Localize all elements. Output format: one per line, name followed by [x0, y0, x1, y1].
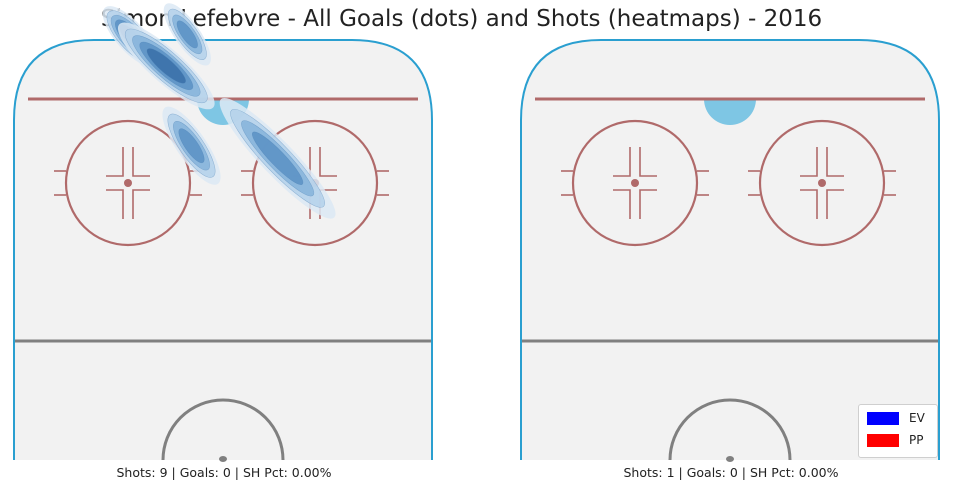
rink-surface: [521, 40, 939, 460]
faceoff-circle-left: [64, 119, 192, 247]
legend-swatch-pp: [867, 433, 899, 447]
faceoff-l-mark: [639, 189, 657, 219]
center-circle: [668, 398, 792, 461]
panel-caption-power-play: Shots: 1 | Goals: 0 | SH Pct: 0.00%: [623, 465, 839, 480]
faceoff-circle-right: [758, 119, 886, 247]
rink-markings: [520, 39, 940, 462]
faceoff-l-mark: [613, 147, 631, 177]
legend-label-pp: PP: [909, 433, 924, 447]
faceoff-l-mark: [826, 147, 844, 177]
center-circle: [161, 398, 285, 461]
faceoff-l-mark: [132, 189, 150, 219]
rink-boards: [520, 39, 940, 460]
legend-item-pp: PP: [867, 433, 923, 447]
shot-density-contour: [178, 128, 205, 164]
faceoff-l-mark: [826, 189, 844, 219]
shot-density-contour: [146, 48, 186, 84]
center-dot: [726, 456, 734, 462]
rink-surface: [14, 40, 432, 460]
faceoff-l-mark: [800, 147, 818, 177]
panel-caption-even-strength: Shots: 9 | Goals: 0 | SH Pct: 0.00%: [116, 465, 332, 480]
legend-label-ev: EV: [909, 411, 925, 425]
center-dot: [219, 456, 227, 462]
rink-boards: [13, 39, 433, 460]
faceoff-l-mark: [639, 147, 657, 177]
faceoff-circle-left: [571, 119, 699, 247]
faceoff-l-mark: [132, 147, 150, 177]
shot-heatmap: [102, 3, 336, 219]
legend: EV PP: [858, 404, 938, 458]
faceoff-l-mark: [800, 189, 818, 219]
legend-item-ev: EV: [867, 411, 925, 425]
faceoff-dot-right: [818, 179, 826, 187]
faceoff-l-mark: [319, 147, 337, 177]
faceoff-dot-left: [631, 179, 639, 187]
faceoff-l-mark: [106, 147, 124, 177]
goal-crease: [704, 99, 756, 125]
rink-panel-even-strength: [13, 3, 433, 462]
faceoff-l-mark: [106, 189, 124, 219]
shot-density-contour: [176, 20, 198, 49]
faceoff-circle-right: [251, 119, 379, 247]
shot-density-contour: [252, 131, 304, 185]
rink-panel-power-play: [520, 39, 940, 462]
chart-title: Simon Lefebvre - All Goals (dots) and Sh…: [100, 6, 823, 32]
legend-swatch-ev: [867, 411, 899, 425]
faceoff-l-mark: [613, 189, 631, 219]
faceoff-dot-left: [124, 179, 132, 187]
